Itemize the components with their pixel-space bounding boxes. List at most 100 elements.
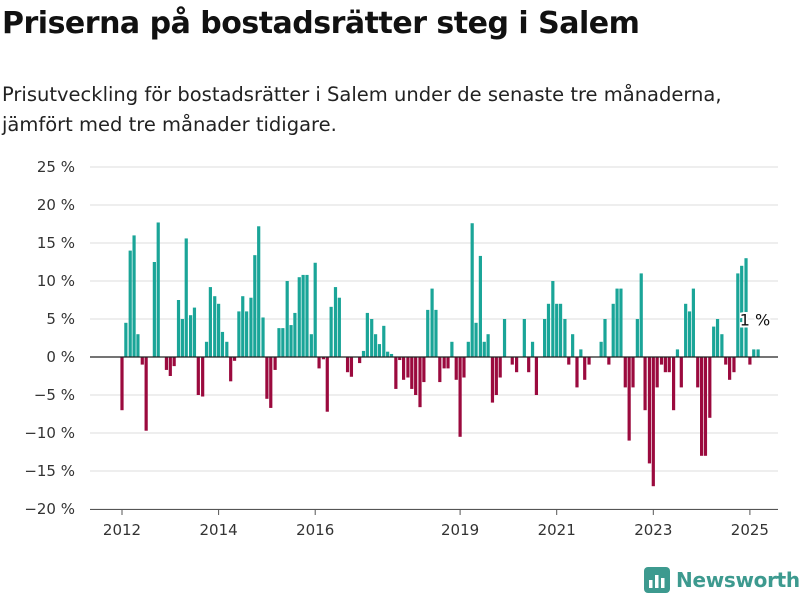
- x-tick-label: 2014: [200, 521, 238, 539]
- y-tick-label: −15 %: [24, 462, 75, 480]
- bar: [410, 357, 414, 389]
- y-tick-label: 0 %: [46, 348, 75, 366]
- bar-series: [120, 222, 760, 487]
- bar: [752, 349, 756, 357]
- x-tick-label: 2025: [731, 521, 769, 539]
- x-axis-ticks: 2012 2014 2016 2019 2021 2023 2025: [103, 509, 769, 539]
- bar: [245, 311, 249, 357]
- bar: [277, 328, 281, 357]
- bar: [401, 357, 406, 380]
- bar: [289, 325, 293, 357]
- bar: [700, 357, 704, 456]
- bar: [567, 357, 571, 365]
- bar: [534, 357, 539, 395]
- y-tick-label: −20 %: [24, 500, 75, 518]
- bar: [358, 357, 362, 364]
- bar: [333, 287, 338, 357]
- x-tick-label: 2016: [296, 521, 334, 539]
- bar: [515, 357, 519, 373]
- bar: [458, 357, 462, 437]
- bar: [124, 322, 128, 357]
- bar: [430, 288, 434, 357]
- bar: [249, 297, 253, 357]
- x-tick-label: 2021: [538, 521, 576, 539]
- bar: [361, 350, 366, 357]
- bar: [156, 222, 160, 357]
- bar: [522, 319, 526, 357]
- bar: [132, 235, 136, 357]
- bar: [349, 357, 354, 377]
- bar: [168, 357, 172, 376]
- bar: [301, 274, 305, 357]
- bar: [450, 341, 454, 357]
- bar: [136, 334, 140, 357]
- bar: [204, 341, 209, 357]
- bar: [446, 357, 450, 369]
- bar: [120, 357, 124, 411]
- bar: [744, 258, 748, 357]
- newsworthy-logo: Newsworthy: [644, 567, 800, 593]
- bar: [164, 357, 169, 370]
- bar: [482, 341, 486, 357]
- bar: [486, 334, 490, 357]
- bar: [253, 255, 257, 357]
- bar: [728, 357, 732, 380]
- bar: [220, 331, 225, 357]
- bar: [192, 307, 197, 357]
- bar: [599, 341, 603, 357]
- bar: [325, 357, 329, 412]
- bar: [490, 357, 495, 403]
- bar: [530, 341, 535, 357]
- bar: [217, 303, 221, 357]
- bar: [498, 357, 502, 378]
- bar: [257, 226, 261, 357]
- bar: [623, 357, 627, 388]
- bar: [671, 357, 676, 411]
- bar: [273, 357, 277, 370]
- bar: [213, 296, 217, 357]
- bar: [643, 357, 647, 411]
- bar: [502, 319, 507, 357]
- bar: [188, 315, 193, 357]
- bar: [691, 288, 695, 357]
- bar: [382, 325, 386, 357]
- bar: [708, 357, 712, 418]
- bar: [651, 357, 655, 487]
- bar: [229, 357, 233, 382]
- bar: [579, 349, 583, 357]
- bar: [607, 357, 611, 365]
- bar: [736, 273, 740, 357]
- bar: [679, 357, 683, 388]
- bar: [696, 357, 700, 388]
- x-tick-label: 2012: [103, 521, 141, 539]
- bar: [510, 357, 514, 365]
- bar: [426, 309, 430, 357]
- bar: [261, 317, 265, 357]
- y-axis-ticks: 25 % 20 % 15 % 10 % 5 % 0 % −5 % −10 % −15 % −20 …: [24, 158, 75, 518]
- x-tick-label: 2019: [441, 521, 479, 539]
- y-tick-label: 20 %: [37, 196, 75, 214]
- bar: [659, 357, 664, 365]
- bar: [631, 357, 635, 388]
- bar: [603, 319, 607, 357]
- bar: [269, 357, 273, 408]
- bar: [434, 309, 438, 357]
- bar: [377, 344, 382, 357]
- bar: [454, 357, 458, 380]
- bar: [176, 300, 181, 357]
- bar: [128, 250, 132, 357]
- bar: [619, 288, 623, 357]
- bar: [551, 281, 555, 357]
- bar: [337, 297, 341, 357]
- bar: [152, 262, 156, 357]
- bar: [587, 357, 591, 365]
- bar: [406, 357, 410, 378]
- bar: [265, 357, 269, 399]
- bar: [474, 322, 478, 357]
- bar: [583, 357, 587, 380]
- bar: [386, 351, 390, 357]
- bar: [667, 357, 671, 373]
- bar: [309, 334, 313, 357]
- bar: [281, 328, 285, 357]
- bar-chart-logo-icon: [644, 567, 670, 593]
